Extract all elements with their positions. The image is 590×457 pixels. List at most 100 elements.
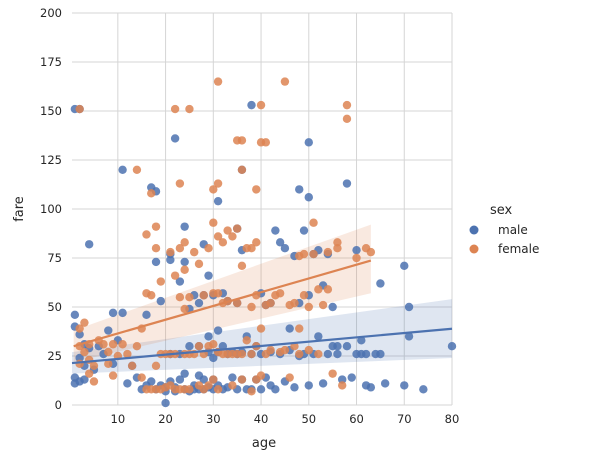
- data-point-male: [280, 244, 290, 253]
- data-point-male: [285, 324, 294, 333]
- data-point-female: [84, 369, 94, 378]
- data-point-female: [99, 340, 108, 349]
- data-point-female: [127, 361, 137, 370]
- data-point-female: [342, 100, 352, 110]
- data-point-male: [118, 165, 127, 174]
- data-point-male: [108, 308, 118, 318]
- data-point-female: [261, 138, 271, 147]
- data-point-female: [299, 291, 309, 300]
- x-tick-label: 40: [254, 412, 269, 426]
- data-point-male: [376, 349, 385, 359]
- data-point-female: [89, 377, 99, 386]
- x-tick-label: 10: [111, 412, 126, 426]
- data-point-male: [290, 383, 299, 392]
- data-point-male: [142, 310, 151, 320]
- data-point-female: [213, 289, 223, 298]
- data-point-male: [304, 381, 313, 390]
- data-point-female: [75, 324, 84, 333]
- data-point-female: [237, 375, 247, 384]
- data-point-female: [185, 104, 194, 114]
- data-point-male: [271, 226, 280, 235]
- data-point-male: [170, 134, 180, 143]
- data-point-female: [314, 349, 323, 359]
- data-point-female: [228, 381, 237, 390]
- data-point-female: [333, 238, 342, 247]
- data-point-male: [447, 342, 457, 351]
- x-tick-label: 70: [397, 412, 412, 426]
- data-point-male: [419, 385, 428, 394]
- data-point-female: [190, 247, 199, 257]
- data-point-female: [252, 185, 261, 194]
- x-axis-label: age: [252, 436, 276, 451]
- data-point-female: [333, 244, 342, 253]
- data-point-male: [404, 302, 414, 312]
- data-point-male: [156, 296, 165, 306]
- data-point-male: [194, 298, 204, 308]
- data-point-female: [185, 385, 194, 394]
- data-point-female: [118, 340, 127, 349]
- data-point-female: [194, 259, 204, 269]
- data-point-female: [104, 359, 113, 369]
- data-point-female: [295, 324, 304, 333]
- data-point-female: [75, 359, 84, 369]
- data-point-male: [228, 373, 237, 382]
- data-point-female: [247, 387, 256, 396]
- data-point-female: [309, 218, 318, 227]
- data-point-female: [338, 381, 347, 390]
- data-point-female: [156, 277, 165, 286]
- data-point-female: [232, 224, 242, 233]
- data-point-female: [352, 253, 361, 263]
- data-point-male: [75, 330, 84, 339]
- data-point-female: [328, 369, 337, 378]
- data-point-male: [361, 349, 371, 359]
- data-point-female: [304, 345, 313, 355]
- data-point-female: [142, 230, 151, 239]
- data-point-male: [295, 185, 304, 194]
- data-point-male: [376, 279, 385, 288]
- data-point-female: [314, 285, 323, 294]
- data-point-female: [232, 298, 242, 308]
- x-tick-labels: 10 20 30 40 50 60 70 80: [111, 412, 460, 426]
- data-point-male: [304, 138, 313, 147]
- data-point-male: [180, 369, 189, 378]
- data-point-male: [213, 326, 223, 335]
- regression-lines: [71, 259, 453, 365]
- data-point-female: [309, 249, 318, 259]
- data-point-male: [333, 342, 342, 351]
- data-point-male: [333, 349, 342, 359]
- data-point-male: [304, 193, 313, 202]
- data-point-female: [209, 340, 218, 349]
- data-point-female: [137, 373, 146, 382]
- data-point-female: [80, 318, 89, 327]
- data-point-male: [185, 342, 194, 351]
- data-point-female: [213, 385, 223, 394]
- data-point-female: [209, 218, 218, 227]
- data-point-female: [75, 104, 84, 114]
- data-point-male: [204, 332, 213, 341]
- legend-label-female: female: [498, 242, 539, 256]
- legend: sex male female: [469, 203, 539, 256]
- y-tick-label: 100: [40, 202, 62, 216]
- data-point-male: [84, 240, 94, 249]
- y-tick-label: 0: [55, 398, 62, 412]
- data-point-female: [170, 271, 180, 280]
- data-point-male: [104, 326, 113, 335]
- data-point-male: [209, 353, 218, 363]
- data-point-male: [151, 257, 161, 267]
- data-point-male: [256, 385, 266, 394]
- data-point-female: [256, 371, 266, 380]
- data-point-male: [400, 261, 409, 271]
- data-point-female: [223, 226, 232, 235]
- data-point-female: [151, 244, 161, 253]
- data-point-female: [218, 238, 228, 247]
- data-point-male: [323, 349, 333, 359]
- data-point-female: [323, 247, 333, 257]
- data-point-female: [151, 361, 161, 370]
- data-point-male: [380, 379, 390, 388]
- data-point-female: [123, 349, 132, 359]
- data-point-female: [185, 293, 194, 302]
- y-tick-label: 200: [40, 6, 62, 20]
- data-point-male: [318, 379, 328, 388]
- data-point-female: [299, 249, 309, 259]
